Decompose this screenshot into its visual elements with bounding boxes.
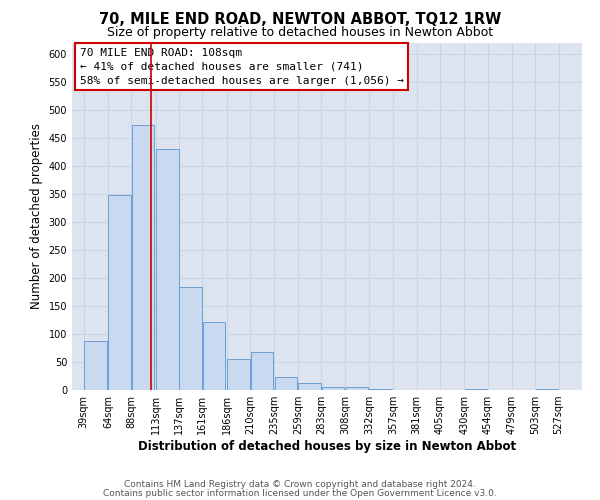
- Bar: [227, 359, 250, 390]
- Text: 70 MILE END ROAD: 108sqm
← 41% of detached houses are smaller (741)
58% of semi-: 70 MILE END ROAD: 108sqm ← 41% of detach…: [80, 48, 404, 86]
- Bar: [203, 322, 226, 390]
- Bar: [275, 377, 298, 390]
- Bar: [298, 384, 321, 390]
- Text: Contains public sector information licensed under the Open Government Licence v3: Contains public sector information licen…: [103, 488, 497, 498]
- Bar: [132, 126, 154, 390]
- Bar: [84, 340, 107, 390]
- Text: Contains HM Land Registry data © Crown copyright and database right 2024.: Contains HM Land Registry data © Crown c…: [124, 480, 476, 489]
- X-axis label: Distribution of detached houses by size in Newton Abbot: Distribution of detached houses by size …: [138, 440, 516, 453]
- Bar: [251, 352, 273, 390]
- Text: Size of property relative to detached houses in Newton Abbot: Size of property relative to detached ho…: [107, 26, 493, 39]
- Bar: [179, 288, 202, 390]
- Bar: [156, 149, 179, 390]
- Text: 70, MILE END ROAD, NEWTON ABBOT, TQ12 1RW: 70, MILE END ROAD, NEWTON ABBOT, TQ12 1R…: [99, 12, 501, 28]
- Y-axis label: Number of detached properties: Number of detached properties: [30, 123, 43, 309]
- Bar: [322, 386, 344, 390]
- Bar: [346, 387, 368, 390]
- Bar: [109, 195, 131, 390]
